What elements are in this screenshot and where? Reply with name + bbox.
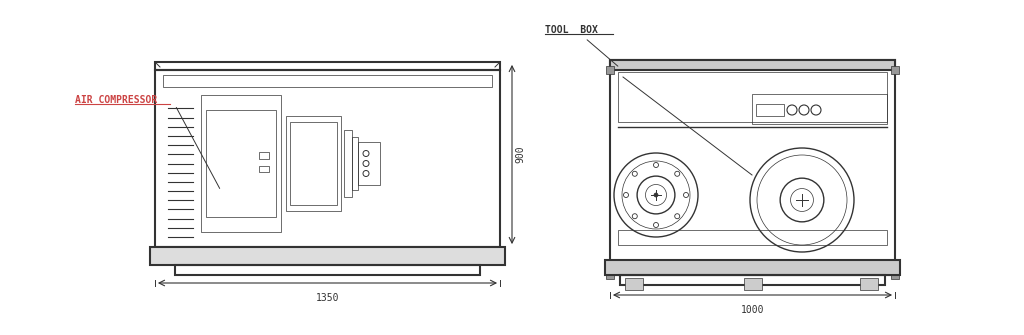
- Bar: [620, 275, 885, 285]
- Bar: [286, 116, 341, 211]
- Text: AIR COMPRESSOR: AIR COMPRESSOR: [75, 95, 158, 105]
- Text: 1000: 1000: [740, 305, 764, 315]
- Bar: [201, 95, 281, 232]
- Bar: [606, 66, 614, 74]
- Bar: [344, 130, 352, 197]
- Bar: [175, 265, 480, 275]
- Bar: [618, 72, 887, 122]
- Bar: [618, 230, 887, 245]
- Bar: [744, 278, 762, 290]
- Bar: [860, 278, 878, 290]
- Bar: [625, 278, 643, 290]
- Text: 1350: 1350: [315, 293, 339, 303]
- Bar: [259, 152, 269, 159]
- Bar: [606, 271, 614, 279]
- Bar: [259, 166, 269, 172]
- Bar: [155, 62, 500, 70]
- Bar: [610, 60, 895, 70]
- Bar: [605, 260, 900, 275]
- Bar: [891, 271, 899, 279]
- Text: TOOL  BOX: TOOL BOX: [545, 25, 598, 35]
- Bar: [756, 104, 784, 116]
- Bar: [610, 60, 895, 275]
- Bar: [891, 66, 899, 74]
- Text: 900: 900: [515, 146, 525, 163]
- Bar: [163, 75, 492, 87]
- Bar: [290, 122, 337, 205]
- Bar: [150, 247, 505, 265]
- Bar: [206, 110, 276, 217]
- Circle shape: [654, 193, 658, 197]
- Bar: [358, 142, 380, 185]
- Bar: [352, 137, 358, 190]
- Bar: [155, 70, 500, 247]
- Bar: [752, 94, 887, 124]
